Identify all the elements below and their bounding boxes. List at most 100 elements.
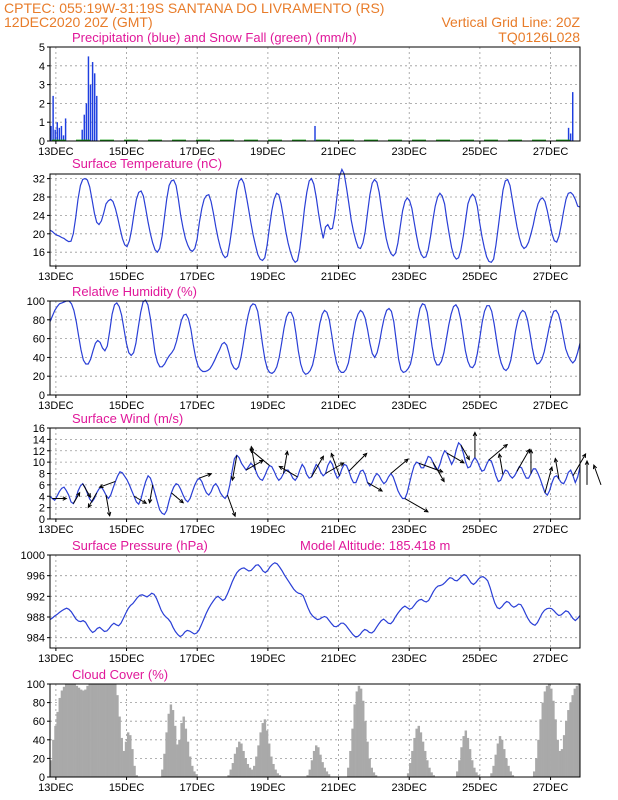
pressure-line <box>49 562 581 638</box>
cloud-ytick-label: 80 <box>33 698 45 710</box>
temperature-ytick-label: 16 <box>33 247 45 259</box>
cloud-bar <box>507 765 510 777</box>
cloud-bar <box>415 728 418 777</box>
wind-date-label: 21DEC <box>321 524 357 536</box>
wind-arrow-head <box>179 498 185 504</box>
cloud-bar <box>464 730 468 777</box>
cloud-bar <box>406 773 410 777</box>
cloud-bar <box>374 775 378 777</box>
temperature-panel: 16 20 24 28 32 13DEC 15DEC 17DEC 19DEC 21DEC 23DEC… <box>33 156 581 283</box>
cloud-date-label: 21DEC <box>321 782 357 794</box>
wind-arrow-shaft <box>390 458 409 474</box>
cloud-bar <box>430 772 433 777</box>
humidity-frame <box>49 300 581 396</box>
precipitation-bar <box>60 125 63 141</box>
cloud-bar <box>227 775 230 777</box>
wind-arrow-head <box>76 491 81 497</box>
cloud-bar <box>176 744 179 777</box>
cloud-bar <box>270 756 273 777</box>
cloud-bar <box>428 767 431 777</box>
wind-arrow-shaft <box>282 451 288 474</box>
precipitation-date-label: 17DEC <box>179 146 215 158</box>
cloud-bar <box>109 684 113 777</box>
cloud-bar <box>56 711 59 777</box>
cloud-bar <box>562 735 566 777</box>
wind-arrow-shaft <box>516 449 530 472</box>
humidity-title: Relative Humidity (%) <box>72 284 197 299</box>
cloud-bar <box>573 688 577 777</box>
cloud-bar <box>556 739 559 777</box>
humidity-date-label: 13DEC <box>38 400 74 412</box>
wind-arrow-head <box>148 498 153 504</box>
cloud-ytick-label: 100 <box>27 679 45 691</box>
wind-arrow-head <box>319 455 324 461</box>
precipitation-bar <box>91 62 94 141</box>
wind-arrow-head <box>528 448 534 454</box>
wind-arrow-head <box>459 459 465 464</box>
cloud-bar <box>240 743 243 777</box>
cloud-bar <box>550 688 553 777</box>
precipitation-date-label: 15DEC <box>109 146 145 158</box>
cloud-bar <box>88 684 91 777</box>
precipitation-bar <box>571 92 574 141</box>
cloud-bar <box>133 765 136 777</box>
wind-date-label: 15DEC <box>109 524 145 536</box>
cloud-date-label: 17DEC <box>179 782 215 794</box>
cloud-bar <box>124 741 128 777</box>
wind-arrow-head <box>284 450 289 456</box>
wind-arrow-shaft <box>446 452 465 464</box>
wind-arrow-head <box>404 458 409 463</box>
cloud-bar <box>411 750 414 777</box>
cloud-bar <box>73 684 76 777</box>
cloud-bar <box>90 684 94 777</box>
humidity-panel: 0 20 40 60 80 100 13DEC 15DEC 17DEC 19DEC 21DEC 23D… <box>27 284 581 412</box>
precipitation-bar <box>50 125 52 141</box>
cloud-bar <box>494 754 497 777</box>
cloud-date-label: 15DEC <box>109 782 145 794</box>
cloud-bar <box>75 685 79 777</box>
cloud-bar <box>242 750 245 777</box>
wind-arrow-shaft <box>311 456 324 478</box>
cloud-bar <box>101 684 104 777</box>
cloud-bar <box>259 732 262 777</box>
cloud-bar <box>64 684 68 777</box>
pressure-ytick-label: 988 <box>27 612 45 624</box>
cloud-bar <box>532 771 536 777</box>
wind-arrow-head <box>230 476 236 482</box>
pressure-ytick-label: 996 <box>27 571 45 583</box>
cloud-bar <box>233 753 237 777</box>
cloud-bar <box>565 721 568 777</box>
cloud-bar <box>462 736 465 777</box>
cloud-bar <box>193 771 196 777</box>
cloud-bar <box>496 743 500 777</box>
cloud-bar <box>167 713 170 777</box>
cloud-date-label: 13DEC <box>38 782 74 794</box>
temperature-date-label: 27DEC <box>533 271 569 283</box>
cloud-bar <box>188 756 192 777</box>
cloud-bar <box>186 741 190 777</box>
precipitation-ytick-label: 5 <box>39 42 45 54</box>
humidity-date-label: 21DEC <box>321 400 357 412</box>
cloud-bar <box>276 773 279 777</box>
wind-arrow-shaft <box>488 444 508 461</box>
cloud-bar <box>58 697 61 777</box>
wind-date-label: 13DEC <box>38 524 74 536</box>
cloud-bar <box>169 704 173 777</box>
cloud-bar <box>359 688 363 777</box>
precipitation-bar <box>87 56 90 141</box>
cloud-bar <box>79 689 83 777</box>
precipitation-bar <box>52 95 54 141</box>
wind-date-label: 17DEC <box>179 524 215 536</box>
temperature-date-label: 19DEC <box>250 271 286 283</box>
wind-arrow-head <box>584 459 590 465</box>
wind-arrow-shaft <box>325 462 344 474</box>
precipitation-bar <box>567 127 570 141</box>
cloud-bar <box>409 763 412 777</box>
precipitation-date-label: 27DEC <box>533 146 569 158</box>
pressure-frame <box>49 554 581 649</box>
precipitation-date-label: 19DEC <box>250 146 286 158</box>
cloud-bar <box>265 730 269 777</box>
wind-arrow-shaft <box>432 461 445 482</box>
